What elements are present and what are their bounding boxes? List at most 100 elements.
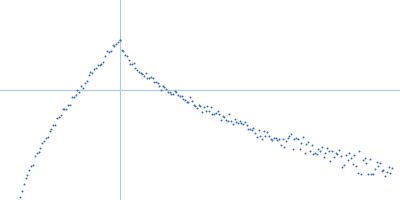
Point — [211, 112, 217, 116]
Point — [184, 101, 190, 104]
Point — [17, 196, 23, 199]
Point — [161, 85, 168, 88]
Point — [170, 92, 176, 96]
Point — [52, 124, 58, 127]
Point — [74, 88, 81, 91]
Point — [63, 107, 70, 111]
Point — [226, 112, 233, 116]
Point — [111, 44, 118, 47]
Point — [158, 88, 164, 91]
Point — [329, 149, 335, 153]
Point — [339, 166, 346, 169]
Point — [56, 116, 62, 119]
Point — [151, 81, 158, 84]
Point — [165, 91, 171, 94]
Point — [254, 135, 260, 138]
Point — [223, 118, 229, 121]
Point — [168, 92, 174, 95]
Point — [310, 152, 316, 155]
Point — [67, 104, 73, 107]
Point — [202, 109, 209, 113]
Point — [235, 122, 241, 125]
Point — [247, 127, 253, 130]
Point — [113, 42, 120, 46]
Point — [240, 122, 246, 125]
Point — [146, 77, 152, 80]
Point — [189, 99, 195, 102]
Point — [216, 112, 222, 115]
Point — [139, 72, 146, 75]
Point — [127, 63, 134, 66]
Point — [206, 109, 212, 112]
Point — [377, 162, 383, 165]
Point — [24, 174, 31, 177]
Point — [368, 172, 375, 176]
Point — [76, 90, 82, 93]
Point — [91, 67, 97, 71]
Point — [173, 90, 180, 93]
Point — [50, 124, 56, 127]
Point — [317, 150, 323, 153]
Point — [137, 72, 144, 75]
Point — [298, 142, 304, 145]
Point — [266, 135, 272, 138]
Point — [308, 144, 315, 147]
Point — [356, 149, 363, 152]
Point — [338, 155, 344, 158]
Point — [192, 104, 198, 108]
Point — [232, 118, 238, 121]
Point — [44, 135, 51, 139]
Point — [58, 114, 64, 117]
Point — [39, 142, 46, 145]
Point — [334, 153, 340, 156]
Point — [115, 40, 121, 43]
Point — [324, 146, 330, 150]
Point — [252, 132, 258, 135]
Point — [120, 50, 127, 53]
Point — [194, 106, 200, 109]
Point — [248, 128, 255, 132]
Point — [331, 156, 337, 159]
Point — [118, 48, 125, 51]
Point — [283, 139, 289, 142]
Point — [245, 127, 252, 131]
Point — [175, 93, 181, 96]
Point — [271, 136, 277, 140]
Point — [108, 50, 114, 53]
Point — [326, 149, 332, 152]
Point — [70, 96, 77, 99]
Point — [354, 172, 361, 175]
Point — [274, 139, 280, 142]
Point — [264, 130, 270, 133]
Point — [327, 159, 334, 162]
Point — [96, 63, 103, 66]
Point — [322, 151, 328, 155]
Point — [214, 110, 221, 113]
Point — [26, 168, 32, 171]
Point — [303, 143, 310, 146]
Point — [180, 97, 186, 100]
Point — [250, 126, 257, 130]
Point — [117, 39, 123, 42]
Point — [19, 189, 25, 193]
Point — [341, 164, 347, 167]
Point — [104, 50, 110, 53]
Point — [346, 152, 352, 155]
Point — [276, 137, 282, 140]
Point — [208, 105, 214, 108]
Point — [224, 119, 231, 123]
Point — [382, 175, 388, 178]
Point — [190, 103, 197, 106]
Point — [387, 171, 394, 174]
Point — [30, 163, 36, 166]
Point — [230, 122, 236, 125]
Point — [286, 135, 292, 138]
Point — [353, 164, 359, 167]
Point — [360, 158, 366, 161]
Point — [20, 182, 27, 186]
Point — [172, 90, 178, 93]
Point — [98, 63, 105, 66]
Point — [314, 152, 320, 155]
Point — [32, 155, 38, 158]
Point — [141, 75, 147, 78]
